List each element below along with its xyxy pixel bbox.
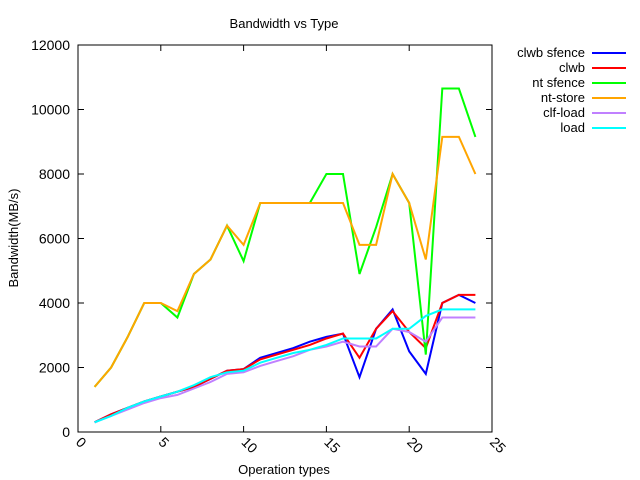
x-tick-label: 15 (321, 434, 343, 456)
legend-label: load (560, 120, 585, 135)
series-line-nt-store (93, 135, 477, 388)
y-tick-label: 8000 (39, 166, 70, 182)
legend-label: clwb sfence (517, 45, 585, 60)
series-lines (93, 87, 477, 424)
y-tick-label: 12000 (31, 37, 70, 53)
y-tick-label: 4000 (39, 295, 70, 311)
y-axis-title: Bandwidth(MB/s) (6, 189, 21, 288)
plot-area: 0 2000 4000 6000 8000 10000 12000 0 5 10 15 20 25 (31, 37, 509, 456)
legend-label: nt-store (541, 90, 585, 105)
y-tick-label: 10000 (31, 102, 70, 118)
y-tick-label: 6000 (39, 231, 70, 247)
x-tick-label: 0 (73, 434, 90, 451)
x-tick-label: 20 (404, 434, 426, 456)
legend-label: clwb (559, 60, 585, 75)
y-tick-label: 2000 (39, 360, 70, 376)
x-tick-label: 25 (487, 434, 509, 456)
series-line-clf-load (94, 316, 476, 424)
legend-label: nt sfence (532, 75, 585, 90)
legend-label: clf-load (543, 105, 585, 120)
plot-frame (77, 44, 493, 433)
chart-title: Bandwidth vs Type (230, 16, 339, 31)
axis-ticks: 0 2000 4000 6000 8000 10000 12000 0 5 10 15 20 25 (31, 37, 509, 456)
x-tick-label: 5 (156, 434, 173, 451)
x-axis-title: Operation types (238, 462, 330, 477)
series-line-load (94, 308, 476, 424)
x-tick-label: 10 (238, 434, 260, 456)
y-tick-label: 0 (62, 424, 70, 440)
